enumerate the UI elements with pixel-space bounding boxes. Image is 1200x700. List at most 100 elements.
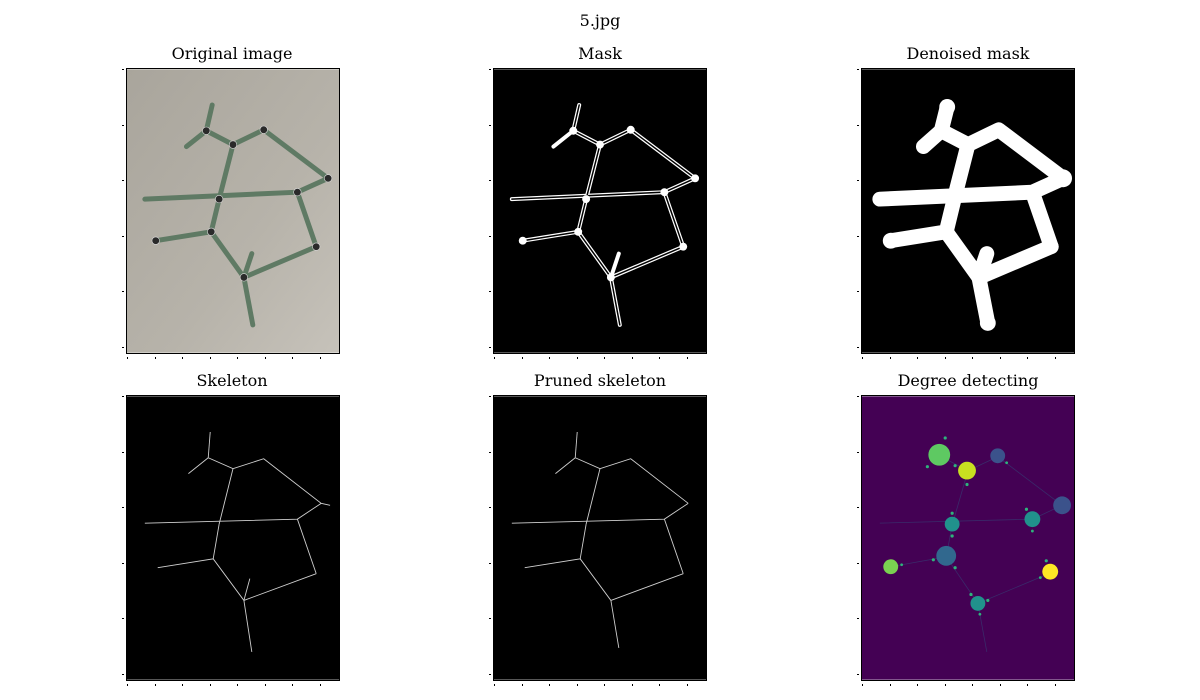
y-tick bbox=[857, 673, 859, 675]
x-tick bbox=[999, 684, 1001, 686]
x-tick bbox=[972, 684, 973, 686]
x-tick bbox=[917, 357, 918, 359]
x-tick bbox=[889, 357, 891, 359]
x-tick bbox=[521, 357, 523, 359]
y-tick bbox=[489, 673, 491, 675]
pruned-skeleton-panel bbox=[493, 395, 707, 681]
y-tick bbox=[122, 507, 124, 508]
y-tick bbox=[489, 618, 491, 619]
x-tick bbox=[686, 357, 688, 359]
skeleton-panel bbox=[126, 395, 340, 681]
x-tick bbox=[631, 684, 633, 686]
y-tick bbox=[489, 562, 491, 564]
y-tick bbox=[857, 396, 859, 397]
y-tick bbox=[857, 451, 859, 453]
y-tick bbox=[122, 396, 124, 397]
x-tick bbox=[494, 684, 495, 686]
x-tick bbox=[209, 684, 211, 686]
x-tick bbox=[631, 357, 633, 359]
x-tick bbox=[494, 357, 495, 359]
x-tick bbox=[972, 357, 973, 359]
x-tick bbox=[154, 684, 156, 686]
x-tick bbox=[1027, 684, 1028, 686]
panel-title-denoised-mask: Denoised mask bbox=[906, 44, 1030, 63]
x-tick bbox=[521, 684, 523, 686]
panel-title-skeleton: Skeleton bbox=[196, 371, 268, 390]
y-tick bbox=[122, 124, 124, 126]
panel-title-pruned-skeleton: Pruned skeleton bbox=[533, 371, 667, 390]
y-tick bbox=[122, 562, 124, 564]
x-tick bbox=[127, 684, 128, 686]
y-tick bbox=[122, 235, 124, 237]
x-tick bbox=[659, 684, 660, 686]
x-tick bbox=[127, 357, 128, 359]
y-tick bbox=[489, 180, 491, 181]
mask-panel bbox=[493, 68, 707, 354]
y-tick bbox=[857, 346, 859, 348]
x-tick bbox=[576, 357, 578, 359]
x-tick bbox=[182, 684, 183, 686]
y-tick bbox=[857, 507, 859, 508]
mask-image bbox=[494, 69, 706, 353]
y-tick bbox=[489, 507, 491, 508]
degree-detecting-panel bbox=[861, 395, 1075, 681]
x-tick bbox=[862, 357, 863, 359]
x-tick bbox=[209, 357, 211, 359]
x-tick bbox=[686, 684, 688, 686]
x-tick bbox=[604, 684, 605, 686]
original-image-panel bbox=[126, 68, 340, 354]
y-tick bbox=[489, 124, 491, 126]
x-tick bbox=[319, 684, 321, 686]
y-tick bbox=[857, 235, 859, 237]
x-tick bbox=[604, 357, 605, 359]
y-tick bbox=[489, 396, 491, 397]
x-tick bbox=[182, 357, 183, 359]
y-tick bbox=[489, 451, 491, 453]
denoised-mask-image bbox=[862, 69, 1074, 353]
y-tick bbox=[489, 346, 491, 348]
x-tick bbox=[319, 357, 321, 359]
x-tick bbox=[917, 684, 918, 686]
panel-title-mask: Mask bbox=[578, 44, 622, 63]
x-tick bbox=[549, 684, 550, 686]
x-tick bbox=[237, 684, 238, 686]
x-tick bbox=[292, 357, 293, 359]
y-tick bbox=[489, 291, 491, 292]
skeleton-image bbox=[127, 396, 339, 680]
y-tick bbox=[122, 291, 124, 292]
y-tick bbox=[122, 180, 124, 181]
x-tick bbox=[944, 684, 946, 686]
y-tick bbox=[857, 124, 859, 126]
panel-title-original: Original image bbox=[171, 44, 293, 63]
original-image bbox=[127, 69, 339, 353]
x-tick bbox=[999, 357, 1001, 359]
x-tick bbox=[576, 684, 578, 686]
y-tick bbox=[857, 618, 859, 619]
y-tick bbox=[857, 69, 859, 70]
y-tick bbox=[122, 618, 124, 619]
y-tick bbox=[122, 69, 124, 70]
x-tick bbox=[889, 684, 891, 686]
x-tick bbox=[154, 357, 156, 359]
x-tick bbox=[1054, 357, 1056, 359]
y-tick bbox=[857, 291, 859, 292]
y-tick bbox=[489, 235, 491, 237]
pruned-skeleton-image bbox=[494, 396, 706, 680]
y-tick bbox=[857, 180, 859, 181]
x-tick bbox=[549, 357, 550, 359]
panel-title-degree-detecting: Degree detecting bbox=[897, 371, 1039, 390]
x-tick bbox=[292, 684, 293, 686]
y-tick bbox=[857, 562, 859, 564]
x-tick bbox=[862, 684, 863, 686]
x-tick bbox=[264, 357, 266, 359]
y-tick bbox=[122, 673, 124, 675]
x-tick bbox=[1054, 684, 1056, 686]
x-tick bbox=[264, 684, 266, 686]
figure-title: 5.jpg bbox=[579, 11, 621, 30]
x-tick bbox=[659, 357, 660, 359]
y-tick bbox=[489, 69, 491, 70]
x-tick bbox=[1027, 357, 1028, 359]
denoised-mask-panel bbox=[861, 68, 1075, 354]
degree-detecting-image bbox=[862, 396, 1074, 680]
x-tick bbox=[237, 357, 238, 359]
